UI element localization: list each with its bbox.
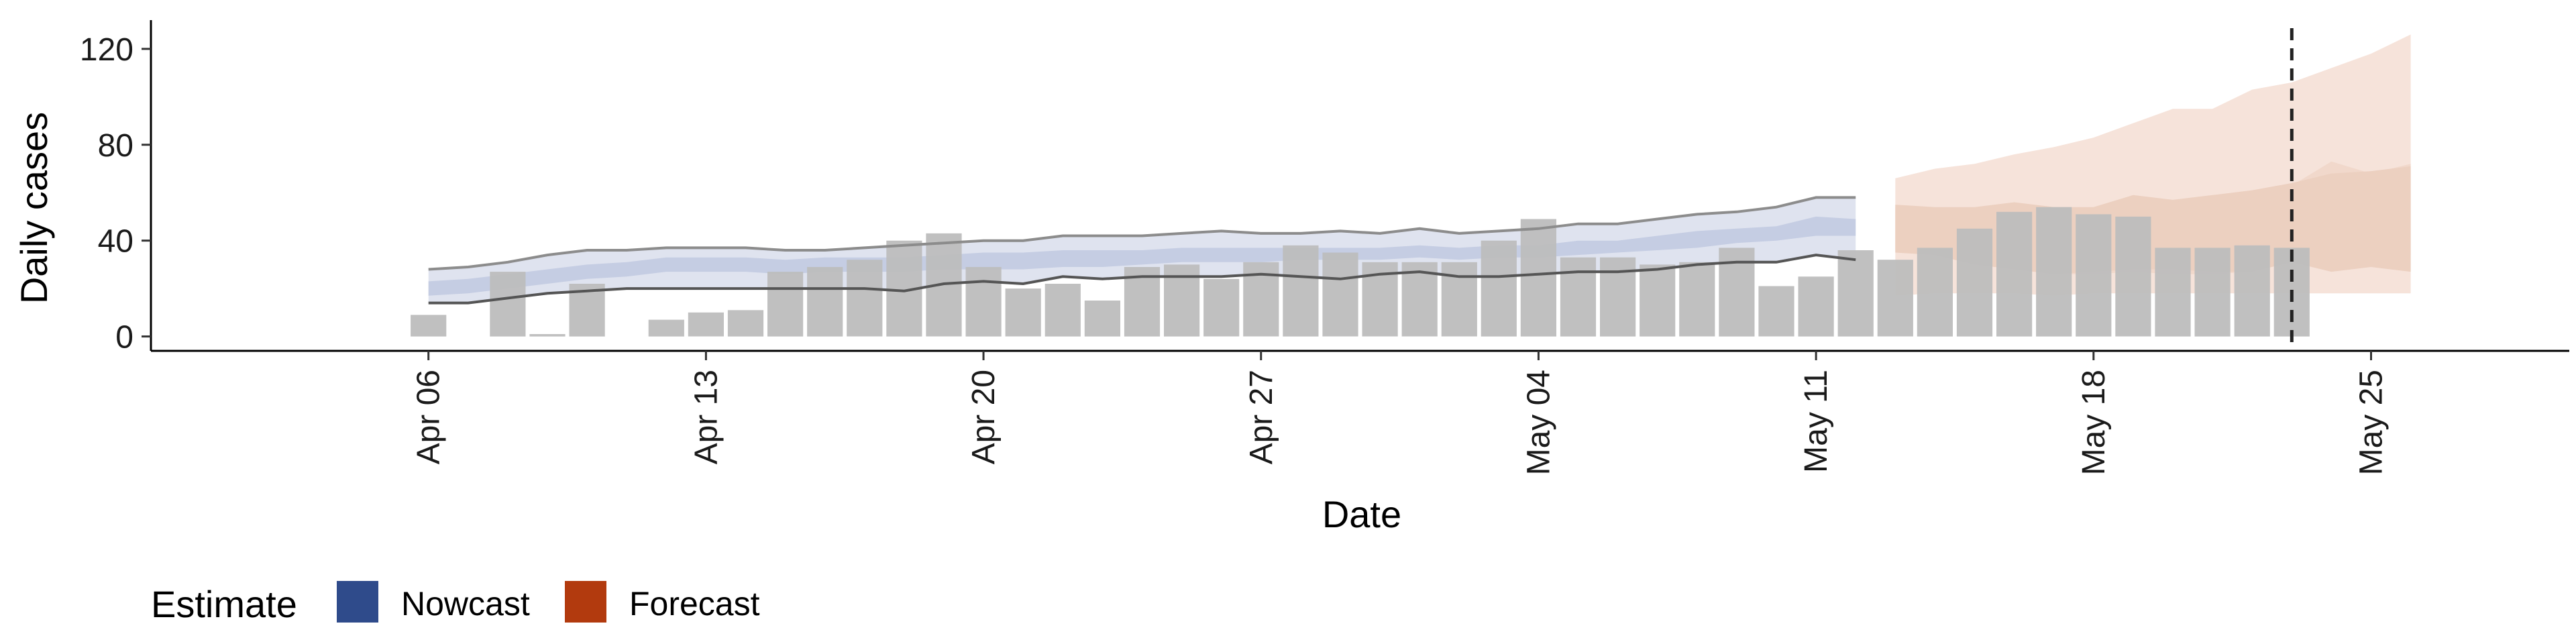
- bar-2020-04-17: [847, 260, 883, 337]
- x-tick-label: May 04: [1521, 370, 1556, 475]
- lower-bound-line: [428, 254, 1856, 305]
- bar-2020-05-18: [2076, 214, 2112, 337]
- bar-2020-05-13: [1877, 260, 1913, 337]
- bar-2020-04-20: [965, 267, 1002, 337]
- bound-lines: [428, 196, 1856, 305]
- x-tick-label: Apr 27: [1244, 370, 1279, 464]
- bar-2020-05-05: [1560, 257, 1597, 337]
- bar-2020-05-08: [1679, 262, 1715, 337]
- bar-2020-05-21: [2194, 248, 2231, 337]
- bar-2020-05-06: [1600, 257, 1636, 337]
- bar-2020-05-11: [1798, 276, 1834, 337]
- y-tick-label: 120: [80, 32, 133, 68]
- bar-2020-04-06: [411, 315, 447, 337]
- legend-swatch-forecast: [565, 581, 606, 623]
- bar-2020-05-07: [1640, 264, 1676, 337]
- bar-2020-04-21: [1005, 288, 1041, 337]
- bar-2020-04-12: [648, 319, 684, 337]
- x-tick-label: Apr 20: [966, 370, 1002, 464]
- y-tick-label: 80: [98, 128, 133, 164]
- bar-2020-04-23: [1084, 301, 1120, 337]
- bar-2020-05-19: [2115, 216, 2151, 337]
- x-tick-label: Apr 06: [411, 370, 447, 464]
- bar-2020-04-15: [767, 272, 804, 337]
- x-tick-label: May 11: [1799, 370, 1834, 473]
- bar-2020-04-14: [727, 310, 764, 337]
- bar-2020-05-14: [1917, 248, 1953, 337]
- y-tick-label: 40: [98, 224, 133, 260]
- x-tick-label: May 18: [2076, 370, 2112, 475]
- legend-swatch-nowcast: [337, 581, 378, 623]
- bar-2020-05-16: [1996, 211, 2033, 337]
- bar-2020-04-29: [1322, 252, 1358, 337]
- bar-2020-04-08: [490, 272, 526, 337]
- upper-bound-line: [428, 196, 1856, 271]
- bar-2020-05-22: [2234, 245, 2270, 337]
- x-tick-label: Apr 13: [688, 370, 724, 464]
- bar-2020-04-16: [807, 267, 843, 337]
- legend-title: Estimate: [151, 583, 297, 625]
- legend: Estimate Nowcast Forecast: [151, 581, 760, 625]
- bar-2020-05-20: [2155, 248, 2191, 337]
- legend-label-nowcast: Nowcast: [401, 585, 530, 623]
- bar-2020-04-22: [1044, 284, 1081, 337]
- y-tick-label: 0: [115, 320, 133, 356]
- bar-2020-04-28: [1283, 245, 1319, 337]
- bar-2020-05-12: [1837, 250, 1874, 337]
- bar-2020-04-13: [688, 312, 724, 337]
- nowcast-inner-band: [428, 216, 1856, 296]
- bar-2020-05-04: [1520, 219, 1556, 337]
- y-axis-title: Daily cases: [13, 112, 55, 304]
- legend-label-forecast: Forecast: [629, 585, 760, 623]
- bar-2020-05-02: [1441, 262, 1477, 337]
- x-axis-title: Date: [1322, 493, 1401, 535]
- bar-2020-04-09: [529, 334, 566, 337]
- bar-2020-05-10: [1758, 286, 1794, 337]
- bar-2020-04-26: [1203, 278, 1240, 337]
- x-tick-label: May 25: [2354, 370, 2390, 475]
- axes: 0 40 80 120 Apr 06 Apr 13 Apr 20 Apr 27 May 04 Ma…: [80, 20, 2569, 475]
- bar-2020-05-17: [2036, 207, 2072, 337]
- bar-2020-05-15: [1956, 228, 1993, 337]
- bar-2020-05-03: [1481, 240, 1517, 337]
